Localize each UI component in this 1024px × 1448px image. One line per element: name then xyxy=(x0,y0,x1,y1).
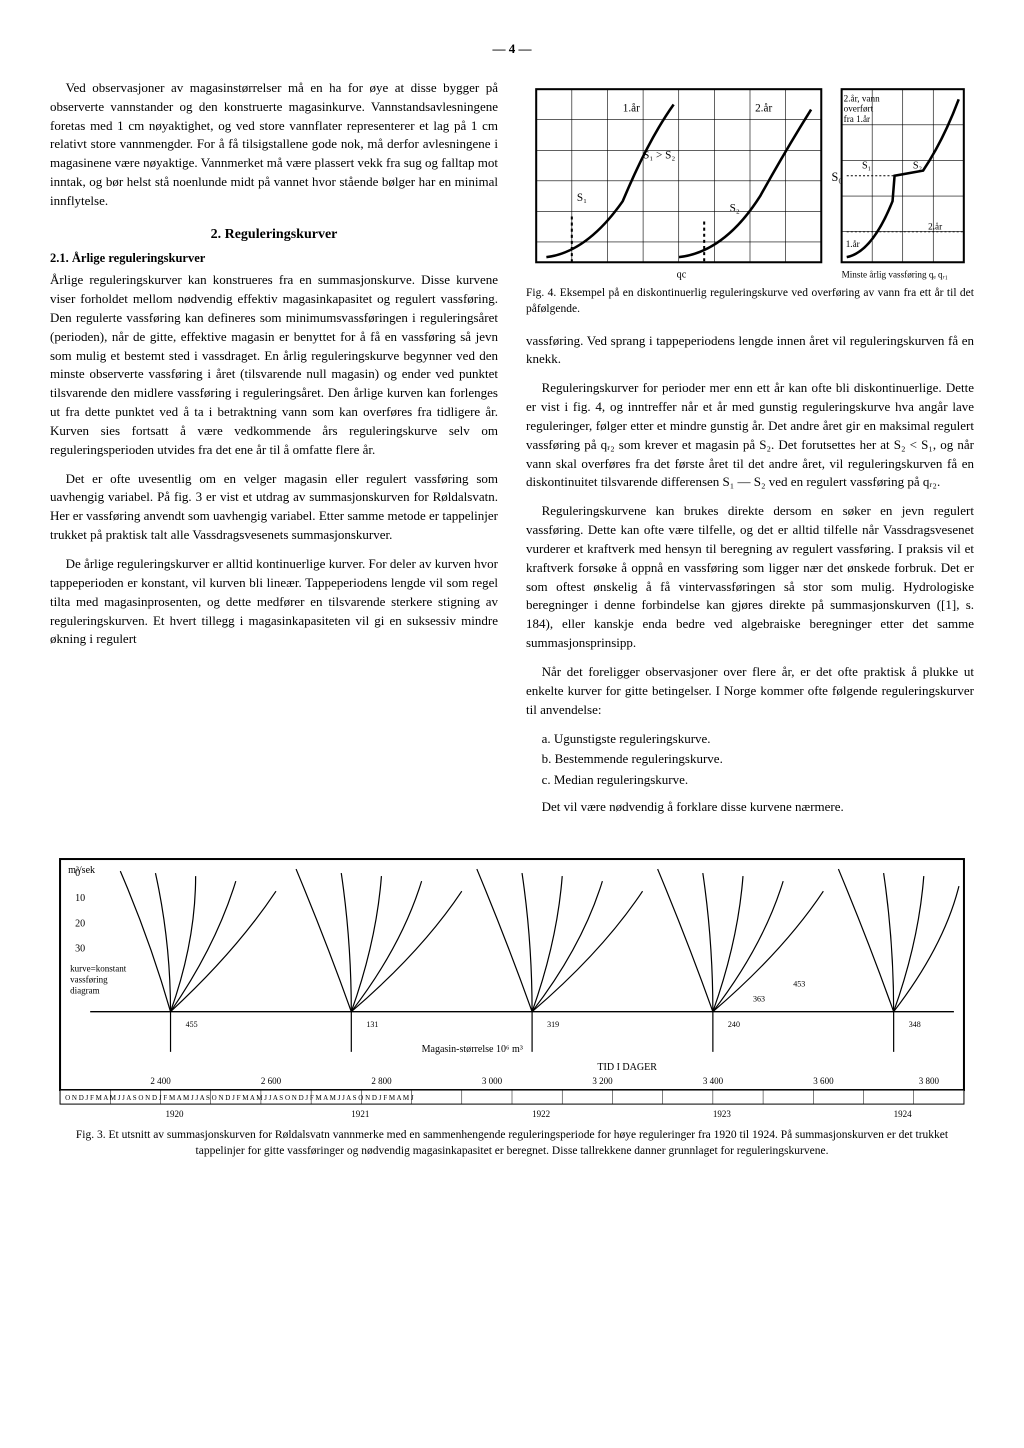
fig4-label: S₁ > S₂ xyxy=(643,149,675,161)
fig4-label: 2.år, vann xyxy=(844,93,880,103)
fig3-label: diagram xyxy=(70,986,100,996)
two-column-layout: Ved observasjoner av magasinstørrelser m… xyxy=(50,79,974,827)
fig4-label: S₁ xyxy=(577,192,587,204)
fig3-years: 1920 1921 1922 1923 1924 xyxy=(166,1109,913,1119)
fig3-val: 319 xyxy=(547,1020,559,1029)
paragraph: Reguleringskurver for perioder mer enn e… xyxy=(526,379,974,492)
fig4-label: overført xyxy=(844,103,874,113)
paragraph: Det vil være nødvendig å forklare disse … xyxy=(526,798,974,817)
figure-4-svg: 1.år 2.år S₁ > S₂ S₁ S₂ qc xyxy=(526,79,974,283)
paragraph: Ved observasjoner av magasinstørrelser m… xyxy=(50,79,498,211)
list-item: c. Median reguleringskurve. xyxy=(542,771,974,790)
svg-text:1922: 1922 xyxy=(532,1109,551,1119)
right-column: 1.år 2.år S₁ > S₂ S₁ S₂ qc xyxy=(526,79,974,827)
fig4-label: S₁ xyxy=(862,160,871,171)
fig4-label: 2.år xyxy=(928,222,942,232)
fig4-label: 2.år xyxy=(755,102,772,114)
svg-text:3 600: 3 600 xyxy=(813,1076,834,1086)
fig4-label: 1.år xyxy=(623,102,640,114)
svg-text:3 000: 3 000 xyxy=(482,1076,503,1086)
fig4-label: S₂ xyxy=(730,202,740,214)
paragraph: Det er ofte uvesentlig om en velger maga… xyxy=(50,470,498,545)
fig4-label: S₀ xyxy=(831,170,842,184)
paragraph: Når det foreligger observasjoner over fl… xyxy=(526,663,974,720)
fig4-label: qc xyxy=(677,269,687,280)
fig3-ytick: 10 xyxy=(75,893,85,904)
fig3-val: 363 xyxy=(753,995,765,1004)
fig3-val: 455 xyxy=(186,1020,198,1029)
fig4-label: S₂ xyxy=(913,160,922,171)
svg-text:1924: 1924 xyxy=(894,1109,913,1119)
figure-4: 1.år 2.år S₁ > S₂ S₁ S₂ qc xyxy=(526,79,974,318)
fig3-val: 240 xyxy=(728,1020,740,1029)
figure-3: m³/sek 0 10 20 30 kurve=konstant vassfør… xyxy=(50,851,974,1159)
list-item: a. Ugunstigste reguleringskurve. xyxy=(542,730,974,749)
svg-text:2 800: 2 800 xyxy=(371,1076,392,1086)
fig4-label: Minste årlig vassføring qₑ qᵣ₁ xyxy=(842,269,948,279)
figure-4-caption: Fig. 4. Eksempel på en diskontinuerlig r… xyxy=(526,286,974,317)
fig3-val: 453 xyxy=(793,979,805,988)
fig3-label: vassføring xyxy=(70,974,108,984)
fig3-label: kurve=konstant xyxy=(70,963,127,973)
section-heading: 2. Reguleringskurver xyxy=(50,225,498,245)
fig3-val: 348 xyxy=(909,1020,921,1029)
paragraph: De årlige reguleringskurver er alltid ko… xyxy=(50,555,498,649)
page-number: — 4 — xyxy=(50,40,974,59)
fig4-label: 1.år xyxy=(846,239,860,249)
fig3-label: TID I DAGER xyxy=(597,1062,657,1073)
svg-text:1923: 1923 xyxy=(713,1109,732,1119)
list-item: b. Bestemmende reguleringskurve. xyxy=(542,750,974,769)
paragraph: vassføring. Ved sprang i tappeperiodens … xyxy=(526,332,974,370)
svg-text:3 800: 3 800 xyxy=(919,1076,940,1086)
paragraph: Årlige reguleringskurver kan konstrueres… xyxy=(50,271,498,459)
fig3-ytick: 30 xyxy=(75,943,85,954)
fig3-label: m³/sek xyxy=(68,865,96,876)
fig4-label: fra 1.år xyxy=(844,114,870,124)
left-column: Ved observasjoner av magasinstørrelser m… xyxy=(50,79,498,827)
svg-text:2 600: 2 600 xyxy=(261,1076,282,1086)
svg-text:1920: 1920 xyxy=(166,1109,185,1119)
figure-3-caption: Fig. 3. Et utsnitt av summasjonskurven f… xyxy=(50,1128,974,1159)
fig3-label: Magasin-størrelse 10⁶ m³ xyxy=(422,1044,523,1055)
subsection-heading: 2.1. Årlige reguleringskurver xyxy=(50,249,498,267)
fig3-val: 131 xyxy=(366,1020,378,1029)
paragraph: Reguleringskurvene kan brukes direkte de… xyxy=(526,502,974,653)
svg-text:1921: 1921 xyxy=(351,1109,369,1119)
svg-text:3 200: 3 200 xyxy=(592,1076,613,1086)
figure-3-svg: m³/sek 0 10 20 30 kurve=konstant vassfør… xyxy=(50,851,974,1122)
fig3-ytick: 0 xyxy=(75,868,80,879)
fig3-ytick: 20 xyxy=(75,918,85,929)
curve-type-list: a. Ugunstigste reguleringskurve. b. Best… xyxy=(542,730,974,791)
svg-text:3 400: 3 400 xyxy=(703,1076,724,1086)
svg-text:2 400: 2 400 xyxy=(150,1076,171,1086)
